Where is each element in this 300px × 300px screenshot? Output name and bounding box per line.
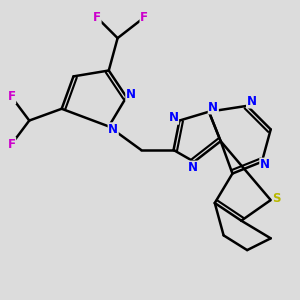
Text: N: N — [260, 158, 270, 171]
Text: N: N — [188, 161, 198, 174]
Text: N: N — [247, 95, 256, 108]
Text: F: F — [140, 11, 148, 24]
Text: S: S — [272, 192, 281, 205]
Text: N: N — [169, 111, 178, 124]
Text: F: F — [93, 11, 101, 24]
Text: F: F — [8, 91, 16, 103]
Text: N: N — [126, 88, 136, 100]
Text: N: N — [208, 101, 218, 114]
Text: F: F — [8, 138, 16, 151]
Text: N: N — [108, 123, 118, 136]
